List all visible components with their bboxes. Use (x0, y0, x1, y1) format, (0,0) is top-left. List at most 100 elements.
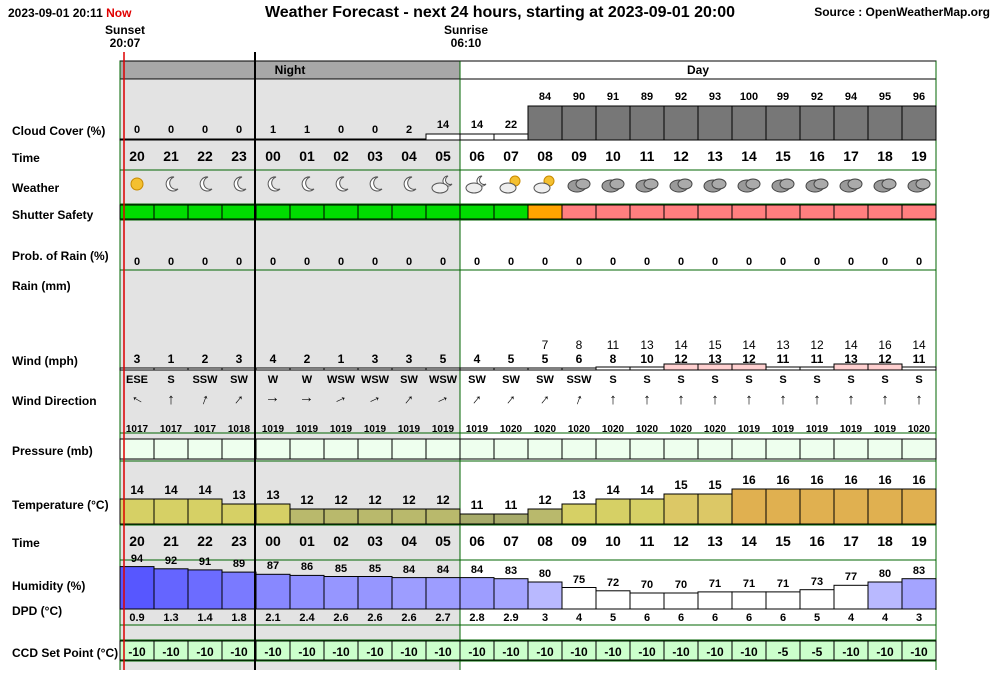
wind-direction-arrow: ↑ (198, 390, 212, 409)
hour-label: 01 (299, 148, 315, 164)
wind-speed-value: 13 (708, 352, 722, 366)
sunrise-marker: Sunrise 06:10 (438, 24, 494, 50)
cloud-icon (596, 172, 630, 196)
hour-label: 12 (673, 533, 689, 549)
hour-label: 14 (741, 148, 757, 164)
dpd-value: 2.7 (435, 612, 451, 624)
night-label: Night (274, 63, 306, 77)
header-datetime: 2023-09-01 20:11 Now (8, 6, 131, 20)
hour-label: 23 (231, 533, 247, 549)
wind-direction-arrow: ↑ (127, 392, 147, 407)
wind-direction-value: S (779, 374, 787, 386)
ccd-value: -10 (502, 645, 520, 659)
sunset-label: Sunset (104, 23, 145, 37)
cloud-value: 99 (776, 91, 790, 103)
ccd-value: -10 (434, 645, 452, 659)
hour-label: 18 (877, 148, 893, 164)
dpd-value: 3 (915, 612, 923, 624)
pressure-value: 1019 (737, 424, 761, 435)
wind-direction-arrow: ↑ (779, 391, 787, 408)
cloud-icon (902, 172, 936, 196)
wind-direction-value: WSW (360, 374, 390, 386)
humidity-value: 84 (470, 563, 484, 576)
pressure-value: 1020 (669, 424, 693, 435)
wind-direction-value: WSW (326, 374, 356, 386)
moon-icon (256, 172, 290, 196)
cloud-value: 94 (844, 91, 858, 103)
hour-label: 00 (265, 148, 281, 164)
wind-speed-value: 11 (912, 352, 926, 366)
dpd-value: 4 (881, 612, 889, 624)
moon-icon (222, 172, 256, 196)
humidity-value: 80 (878, 568, 892, 580)
label-rain-probability: Prob. of Rain (%) (12, 249, 109, 263)
ccd-value: -10 (604, 645, 622, 659)
pressure-value: 1019 (873, 424, 897, 435)
ccd-value: -10 (230, 645, 248, 659)
temperature-value: 12 (334, 493, 348, 507)
rain-prob-value: 0 (915, 256, 923, 268)
moon-cloud-icon (426, 172, 460, 196)
ccd-value: -5 (777, 645, 789, 659)
wind-gust-value: 14 (742, 338, 756, 352)
sunrise-time: 06:10 (450, 36, 482, 50)
wind-speed-value: 3 (405, 352, 413, 366)
wind-direction-value: SW (502, 374, 520, 386)
hour-label: 23 (231, 148, 247, 164)
cloud-value: 2 (405, 124, 413, 136)
hour-label: 02 (333, 533, 349, 549)
temperature-value: 15 (674, 478, 688, 492)
rain-prob-value: 0 (779, 256, 787, 268)
temperature-bar (187, 498, 223, 525)
hour-label: 19 (911, 533, 927, 549)
cloud-value: 84 (538, 91, 552, 103)
hour-label: 10 (605, 148, 621, 164)
pressure-value: 1020 (703, 424, 727, 435)
wind-direction-arrow: ↑ (609, 391, 617, 408)
wind-speed-value: 1 (337, 352, 345, 366)
sunset-marker: Sunset 20:07 (98, 24, 152, 50)
humidity-value: 75 (572, 573, 586, 586)
rain-prob-value: 0 (881, 256, 889, 268)
wind-gust-value: 13 (640, 338, 654, 352)
sun-icon (120, 172, 154, 196)
humidity-value: 92 (164, 554, 178, 567)
label-temperature: Temperature (°C) (12, 498, 109, 512)
wind-direction-value: S (677, 374, 685, 386)
cloud-icon (732, 172, 766, 196)
humidity-value: 71 (776, 577, 790, 590)
cloud-value: 96 (912, 91, 926, 103)
wind-direction-arrow: ↑ (711, 391, 719, 408)
wind-direction-value: S (609, 374, 617, 386)
pressure-value: 1019 (363, 424, 387, 435)
cloud-value: 90 (572, 91, 586, 103)
hour-label: 04 (401, 533, 417, 549)
wind-bar (901, 366, 937, 371)
wind-speed-value: 6 (575, 352, 583, 366)
temperature-bar (697, 493, 733, 525)
temperature-value: 12 (368, 493, 382, 507)
pressure-value: 1019 (839, 424, 863, 435)
pressure-value: 1020 (567, 424, 591, 435)
humidity-bar (357, 576, 393, 610)
cloud-bar (527, 105, 563, 141)
rain-prob-value: 0 (133, 256, 141, 268)
humidity-bar (187, 569, 223, 610)
hour-label: 16 (809, 533, 825, 549)
hour-label: 17 (843, 533, 859, 549)
cloud-value: 91 (606, 91, 620, 103)
ccd-value: -10 (740, 645, 758, 659)
pressure-cell (901, 438, 937, 460)
dpd-value: 1.4 (197, 612, 213, 624)
rain-prob-value: 0 (609, 256, 617, 268)
wind-direction-arrow: ↑ (331, 392, 351, 407)
rain-prob-value: 0 (337, 256, 345, 268)
humidity-value: 77 (844, 571, 858, 584)
humidity-bar (289, 574, 325, 610)
hour-label: 16 (809, 148, 825, 164)
hour-label: 03 (367, 533, 383, 549)
humidity-value: 94 (130, 552, 144, 565)
wind-gust-value: 12 (810, 338, 824, 352)
label-time-2: Time (12, 536, 40, 550)
cloud-bar (561, 105, 597, 141)
